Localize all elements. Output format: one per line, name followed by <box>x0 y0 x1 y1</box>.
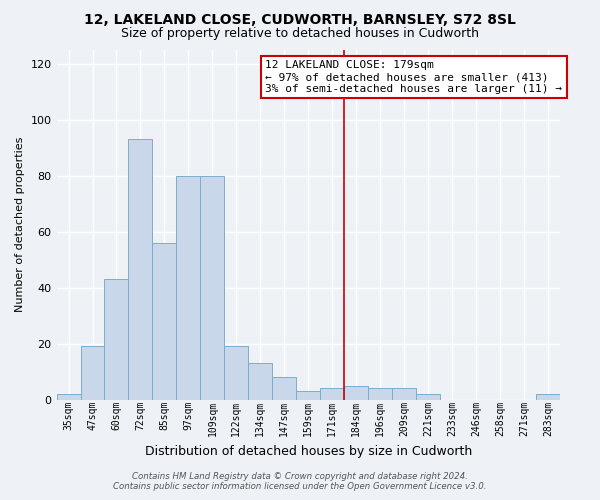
Bar <box>176 176 200 400</box>
Bar <box>224 346 248 400</box>
Text: 12 LAKELAND CLOSE: 179sqm
← 97% of detached houses are smaller (413)
3% of semi-: 12 LAKELAND CLOSE: 179sqm ← 97% of detac… <box>265 60 562 94</box>
Bar <box>248 363 272 400</box>
Bar <box>416 394 440 400</box>
Text: Size of property relative to detached houses in Cudworth: Size of property relative to detached ho… <box>121 28 479 40</box>
Bar <box>104 280 128 400</box>
Bar <box>80 346 104 400</box>
Bar <box>344 386 368 400</box>
Text: Contains HM Land Registry data © Crown copyright and database right 2024.
Contai: Contains HM Land Registry data © Crown c… <box>113 472 487 491</box>
Bar <box>152 243 176 400</box>
Y-axis label: Number of detached properties: Number of detached properties <box>15 137 25 312</box>
X-axis label: Distribution of detached houses by size in Cudworth: Distribution of detached houses by size … <box>145 444 472 458</box>
Bar <box>320 388 344 400</box>
Bar <box>536 394 560 400</box>
Bar <box>56 394 80 400</box>
Text: 12, LAKELAND CLOSE, CUDWORTH, BARNSLEY, S72 8SL: 12, LAKELAND CLOSE, CUDWORTH, BARNSLEY, … <box>84 12 516 26</box>
Bar <box>128 140 152 400</box>
Bar <box>368 388 392 400</box>
Bar <box>296 391 320 400</box>
Bar <box>272 377 296 400</box>
Bar <box>392 388 416 400</box>
Bar <box>200 176 224 400</box>
